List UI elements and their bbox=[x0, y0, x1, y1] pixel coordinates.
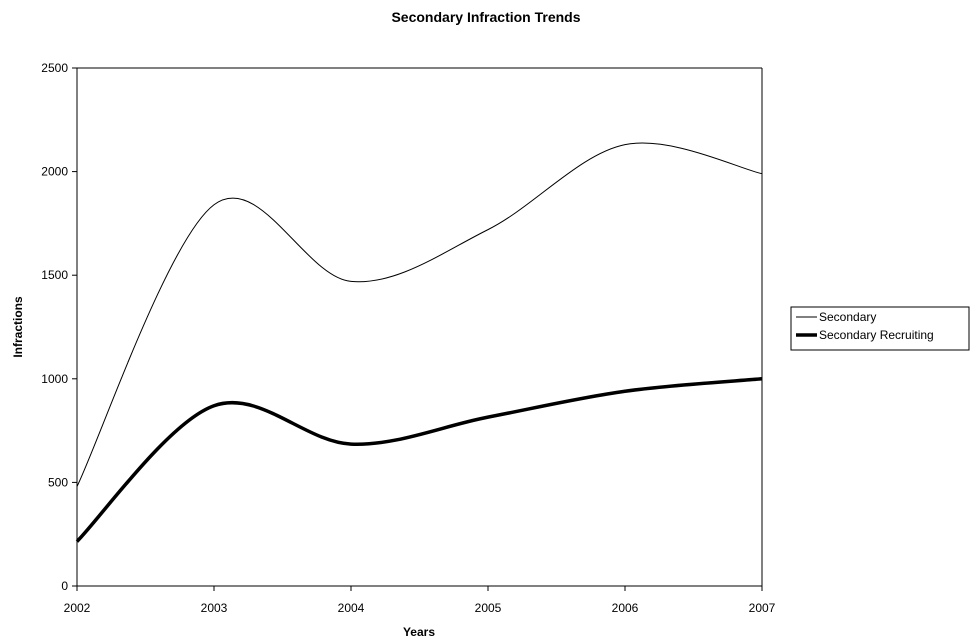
legend-label-1: Secondary bbox=[819, 310, 876, 324]
y-tick-label: 2500 bbox=[41, 61, 68, 75]
x-axis-ticks: 2002 2003 2004 2005 2006 2007 bbox=[64, 586, 776, 615]
legend-box bbox=[790, 306, 970, 351]
x-tick-label: 2005 bbox=[475, 601, 502, 615]
x-axis-title: Years bbox=[403, 625, 435, 639]
series-line-2 bbox=[75, 377, 763, 543]
y-tick-label: 1000 bbox=[41, 372, 68, 386]
y-axis-title: Infractions bbox=[11, 296, 25, 358]
y-tick-label: 500 bbox=[48, 475, 68, 489]
y-tick-label: 1500 bbox=[41, 268, 68, 282]
y-axis-ticks: 0 500 1000 1500 2000 2500 bbox=[41, 61, 77, 593]
x-tick-label: 2006 bbox=[612, 601, 639, 615]
x-tick-label: 2002 bbox=[64, 601, 91, 615]
y-tick-label: 2000 bbox=[41, 165, 68, 179]
y-tick-label: 0 bbox=[61, 579, 68, 593]
legend: Secondary Secondary Recruiting bbox=[790, 306, 970, 351]
x-tick-label: 2003 bbox=[201, 601, 228, 615]
series-layer bbox=[75, 142, 763, 543]
legend-label-2: Secondary Recruiting bbox=[819, 328, 934, 342]
x-tick-label: 2007 bbox=[749, 601, 776, 615]
x-tick-label: 2004 bbox=[338, 601, 365, 615]
chart-title: Secondary Infraction Trends bbox=[391, 9, 580, 25]
series-line-1 bbox=[76, 142, 763, 487]
